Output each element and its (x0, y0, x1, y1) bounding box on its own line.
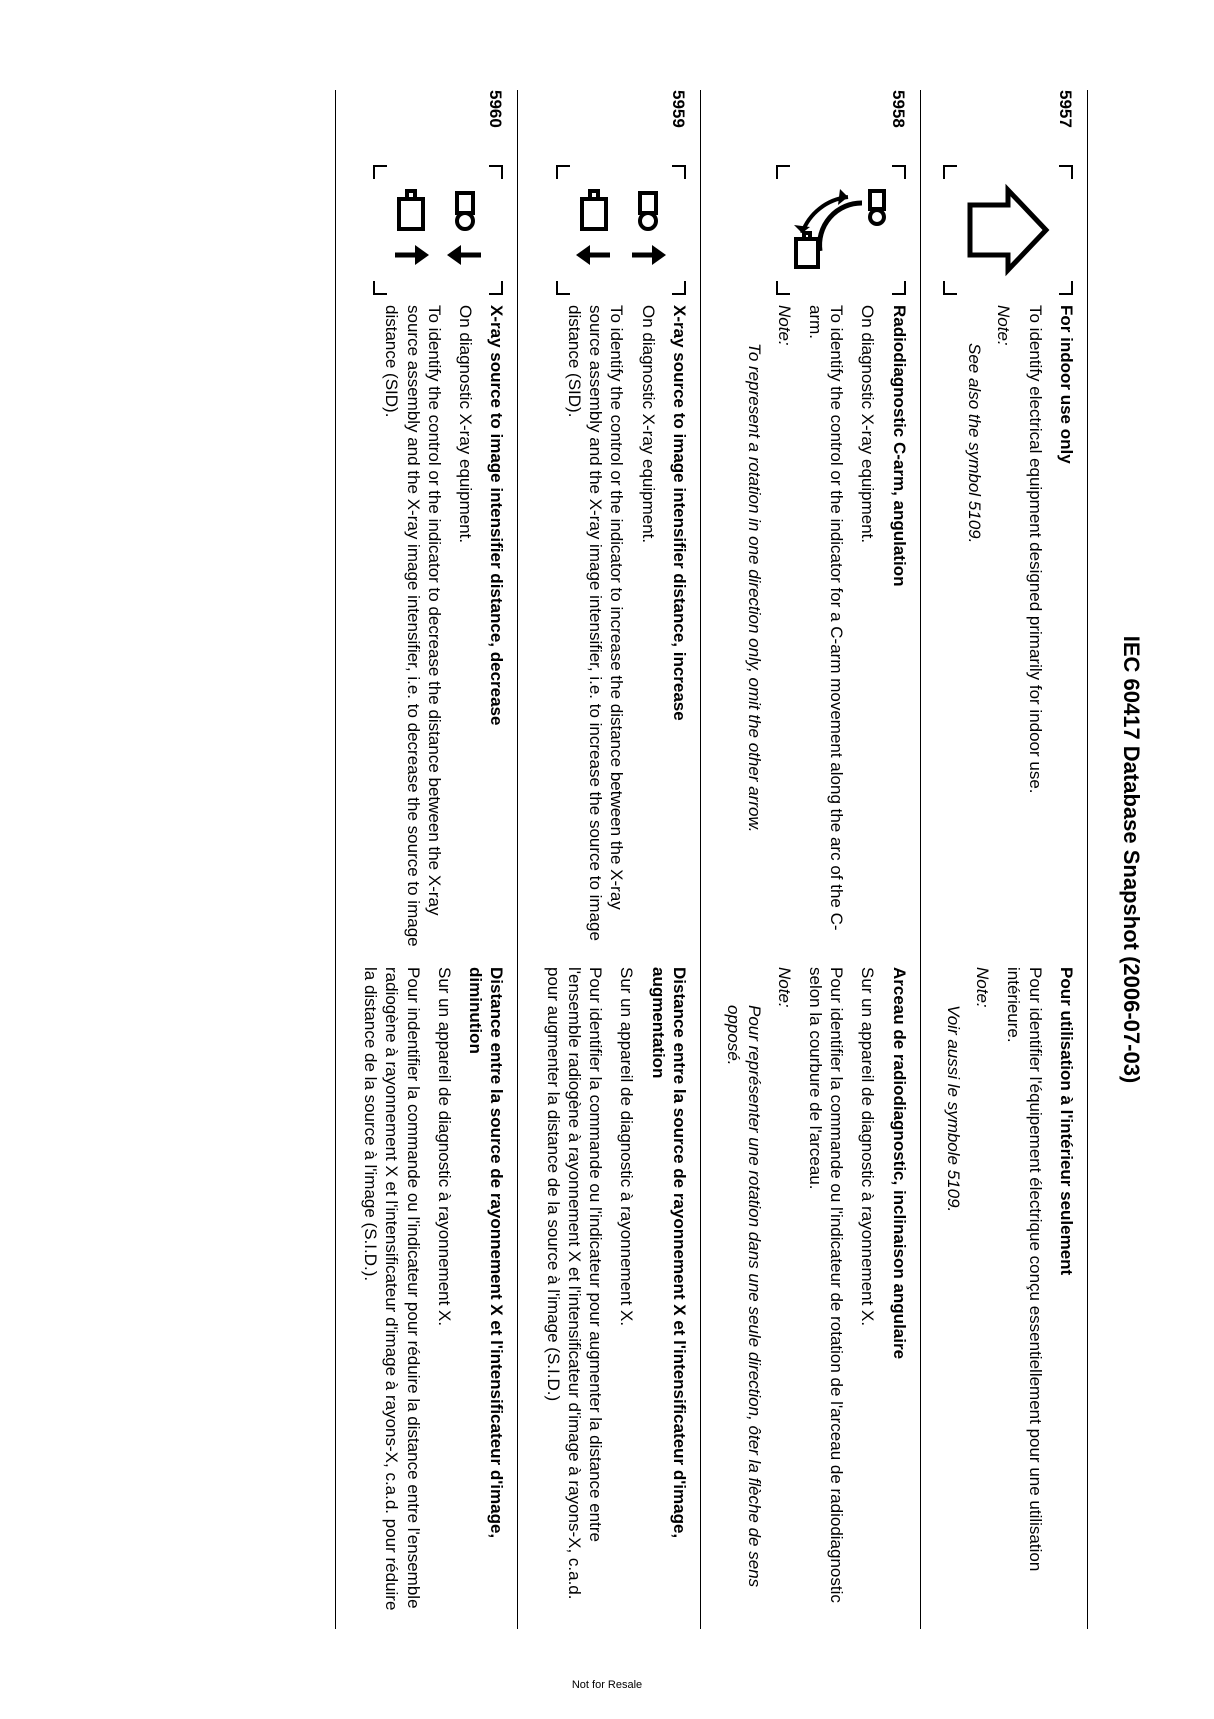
sid-increase-icon (556, 165, 686, 295)
symbol-icon-cell (715, 155, 910, 305)
symbol-icon-cell (533, 155, 691, 305)
en-desc: On diagnostic X-ray equipment. (857, 305, 878, 949)
symbol-number: 5957 (935, 90, 1077, 155)
english-column: For indoor use only To identify electric… (935, 305, 1077, 967)
fr-note: Pour représenter une rotation dans une s… (723, 967, 766, 1611)
fr-title: Pour utilisation à l'intérieur seulement (1056, 967, 1077, 1611)
fr-note-label: Note: (774, 967, 795, 1611)
en-desc: To identify the control or the indicator… (564, 305, 628, 949)
en-desc: To identify electrical equipment designe… (1025, 305, 1046, 949)
symbol-entry: 5958 Radiodiagnos (701, 90, 921, 1629)
symbol-entry: 5960 X-ray source (335, 90, 519, 1629)
en-desc: To identify the control or the indicator… (381, 305, 445, 949)
page: IEC 60417 Database Snapshot (2006-07-03)… (0, 0, 1214, 1719)
french-column: Distance entre la source de rayonnement … (533, 967, 691, 1629)
english-column: Radiodiagnostic C-arm, angulation On dia… (715, 305, 910, 967)
symbol-number: 5959 (533, 90, 691, 155)
en-note-label: Note: (993, 305, 1014, 949)
fr-note-label: Note: (972, 967, 993, 1611)
fr-desc: Pour identifier la commande ou l'indicat… (543, 967, 607, 1611)
symbol-entry: 5957 For indoor use only To identify ele… (921, 90, 1088, 1629)
fr-title: Arceau de radiodiagnostic, inclinaison a… (889, 967, 910, 1611)
en-note: To represent a rotation in one direction… (744, 305, 765, 949)
symbol-number: 5960 (350, 90, 508, 155)
fr-desc: Sur un appareil de diagnostic à rayonnem… (434, 967, 455, 1611)
fr-title: Distance entre la source de rayonnement … (648, 967, 691, 1611)
symbol-number: 5958 (715, 90, 910, 155)
fr-desc: Sur un appareil de diagnostic à rayonnem… (857, 967, 878, 1611)
fr-desc: Pour identifier la commande ou l'indicat… (805, 967, 848, 1611)
en-title: X-ray source to image intensifier distan… (669, 305, 690, 949)
french-column: Distance entre la source de rayonnement … (350, 967, 508, 1629)
fr-desc: Sur un appareil de diagnostic à rayonnem… (616, 967, 637, 1611)
footer-text: Not for Resale (0, 1679, 1214, 1691)
fr-desc: Pour identifier l'équipement électrique … (1003, 967, 1046, 1611)
symbol-icon-cell (350, 155, 508, 305)
english-column: X-ray source to image intensifier distan… (533, 305, 691, 967)
document-title: IEC 60417 Database Snapshot (2006-07-03) (1118, 90, 1144, 1629)
en-title: X-ray source to image intensifier distan… (486, 305, 507, 949)
fr-desc: Pour indentifier la commande ou l'indica… (360, 967, 424, 1611)
fr-note: Voir aussi le symbole 5109. (943, 967, 964, 1611)
english-column: X-ray source to image intensifier distan… (350, 305, 508, 967)
en-desc: To identify the control or the indicator… (805, 305, 848, 949)
en-note: See also the symbol 5109. (964, 305, 985, 949)
en-title: For indoor use only (1056, 305, 1077, 949)
en-desc: On diagnostic X-ray equipment. (638, 305, 659, 949)
en-desc: On diagnostic X-ray equipment. (455, 305, 476, 949)
fr-title: Distance entre la source de rayonnement … (465, 967, 508, 1611)
symbol-entry: 5959 X-ray source (519, 90, 702, 1629)
en-title: Radiodiagnostic C-arm, angulation (889, 305, 910, 949)
c-arm-angulation-icon (776, 165, 906, 295)
en-note-label: Note: (774, 305, 795, 949)
french-column: Pour utilisation à l'intérieur seulement… (935, 967, 1077, 1629)
sid-decrease-icon (374, 165, 504, 295)
symbol-icon-cell (935, 155, 1077, 305)
french-column: Arceau de radiodiagnostic, inclinaison a… (715, 967, 910, 1629)
indoor-use-icon (943, 165, 1073, 295)
